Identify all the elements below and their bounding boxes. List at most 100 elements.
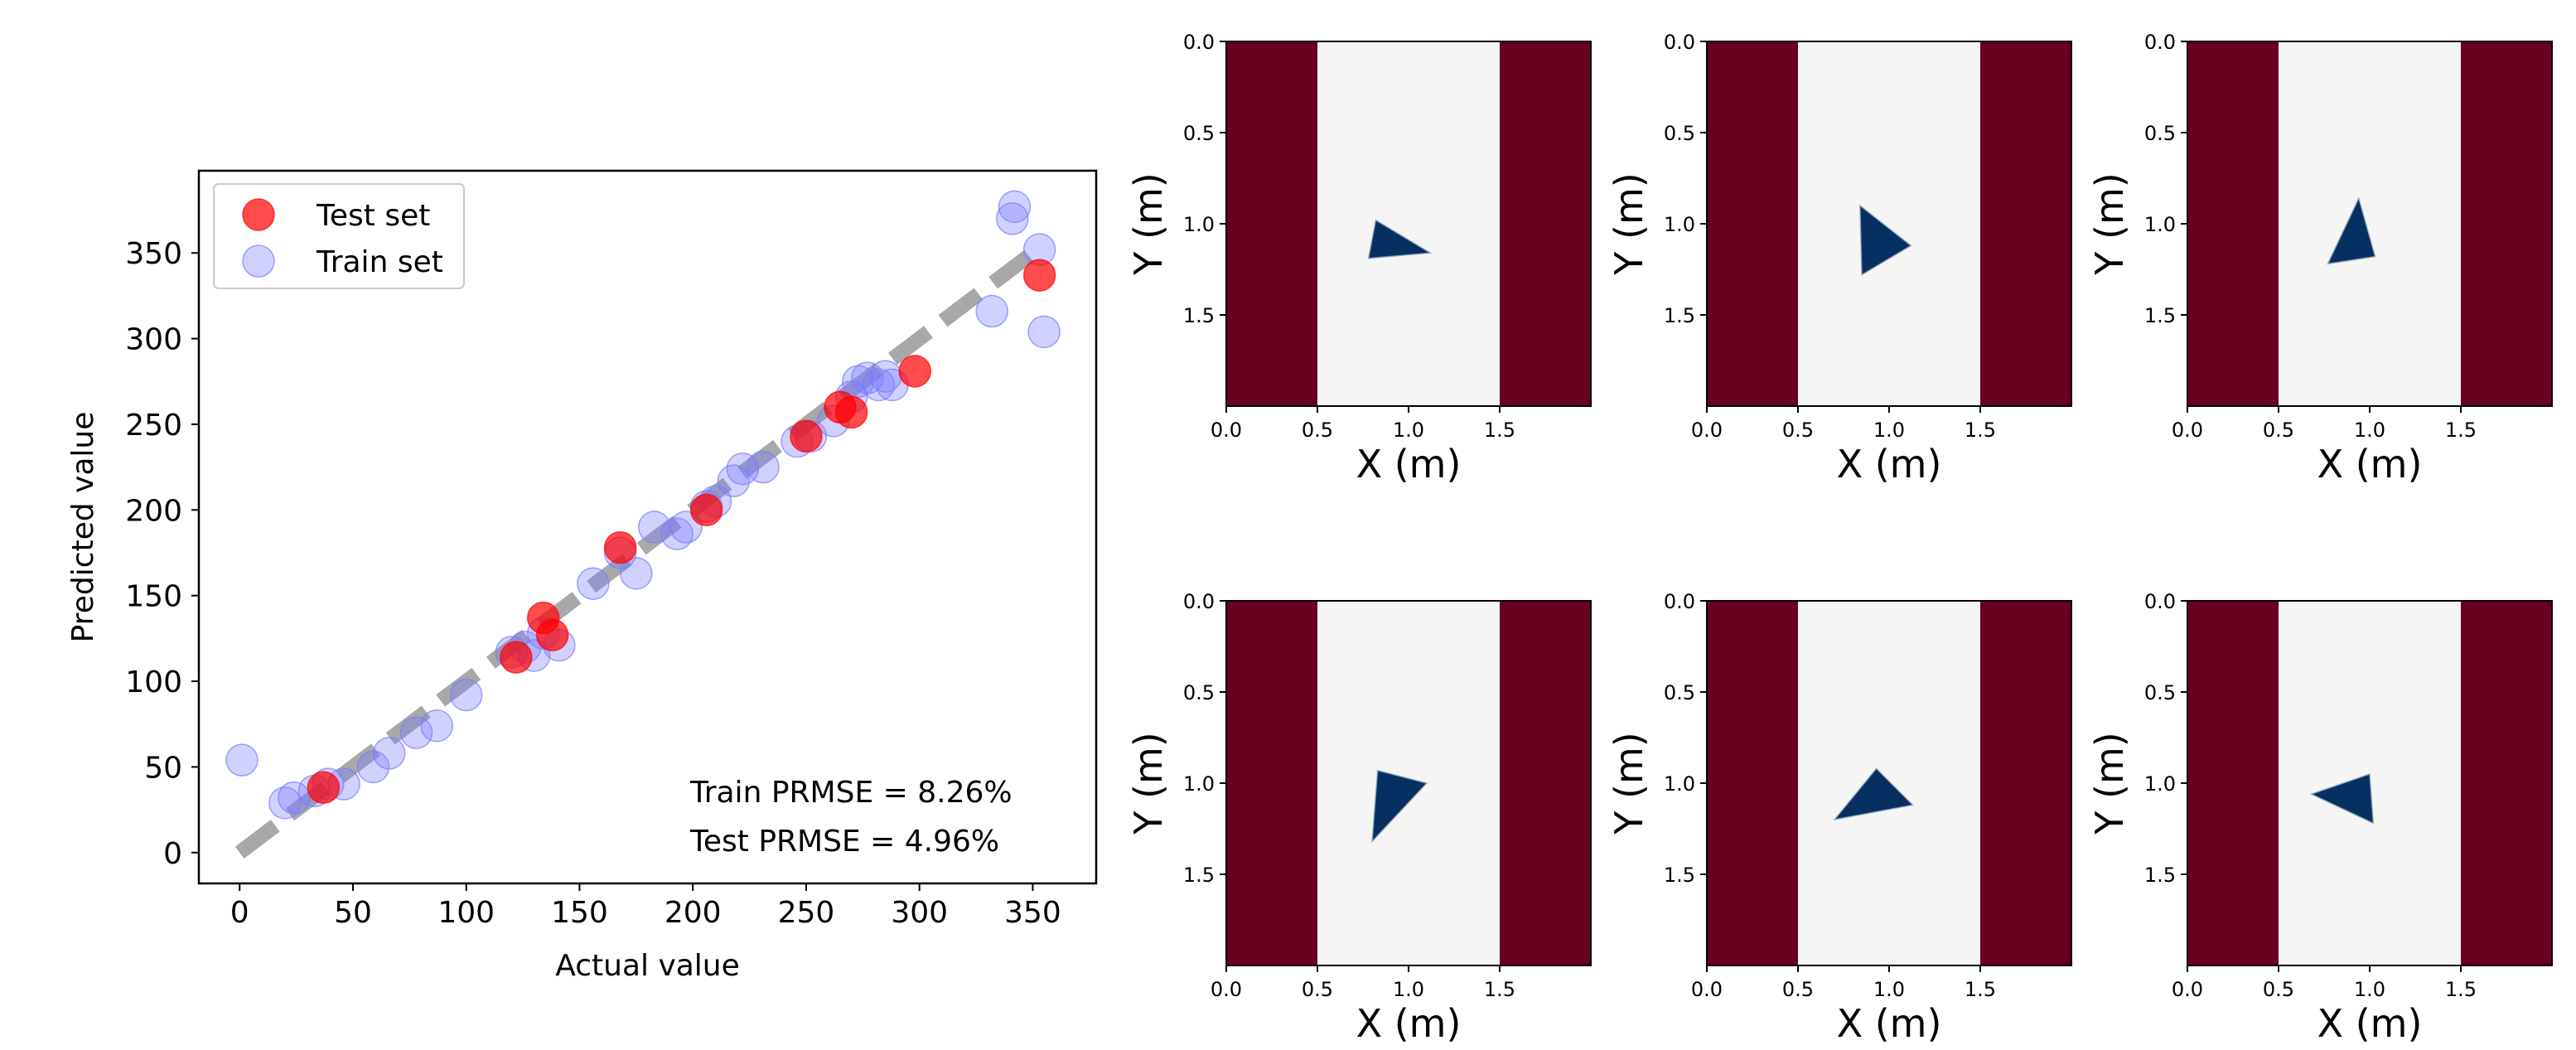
y-tick-label: 0.0 bbox=[1183, 590, 1215, 613]
x-tick-label: 300 bbox=[891, 896, 948, 930]
object-triangle bbox=[1367, 219, 1433, 259]
y-tick-label: 0.0 bbox=[1183, 31, 1215, 54]
right-wall bbox=[1980, 41, 2071, 406]
y-tick-label: 0.0 bbox=[2144, 31, 2176, 54]
train-point bbox=[996, 202, 1029, 235]
test-point bbox=[790, 419, 823, 453]
y-tick-label: 0.0 bbox=[2144, 590, 2176, 613]
legend-marker bbox=[242, 198, 275, 231]
x-tick-label: 1.5 bbox=[1965, 978, 1996, 1001]
legend: Test set Train set bbox=[213, 183, 465, 289]
x-tick-label: 0.0 bbox=[1691, 419, 1723, 442]
right-wall bbox=[1980, 601, 2071, 965]
left-wall bbox=[1226, 601, 1317, 965]
train-point bbox=[620, 557, 653, 590]
x-tick-label: 1.0 bbox=[1393, 978, 1424, 1001]
y-axis-label: Y (m) bbox=[2087, 732, 2132, 835]
train-point bbox=[1027, 315, 1061, 349]
left-wall bbox=[1226, 41, 1317, 406]
left-wall bbox=[2187, 41, 2279, 406]
scatter-frame bbox=[197, 169, 1098, 885]
y-tick-label: 0.5 bbox=[1664, 122, 1695, 145]
y-tick-label: 1.0 bbox=[2144, 772, 2176, 796]
train-point bbox=[747, 450, 780, 484]
x-axis-label: X (m) bbox=[1837, 1001, 1942, 1046]
x-tick-label: 1.0 bbox=[1393, 419, 1424, 442]
scatter-plot: 0 50 100 150 200 250 300 350 0 50 100 150 200 250 300 3… bbox=[66, 169, 1098, 983]
x-axis-label: Actual value bbox=[555, 949, 740, 983]
pose-map-3: 0.0 0.5 1.0 1.5 0.0 0.5 1.0 1.5 X (m) Y (m) bbox=[2087, 31, 2553, 486]
y-tick-label: 1.5 bbox=[1664, 864, 1695, 887]
test-prmse-annotation: Test PRMSE = 4.96% bbox=[689, 825, 999, 859]
y-tick-label: 250 bbox=[125, 409, 182, 443]
train-point bbox=[577, 567, 610, 600]
y-tick-label: 350 bbox=[125, 237, 182, 271]
y-tick-label: 100 bbox=[125, 665, 182, 699]
train-point bbox=[268, 786, 302, 820]
y-tick-label: 200 bbox=[125, 494, 182, 528]
test-point bbox=[500, 641, 533, 674]
x-tick-label: 0.0 bbox=[1691, 978, 1723, 1001]
y-tick-label: 50 bbox=[144, 751, 182, 785]
right-wall bbox=[1500, 41, 1591, 406]
train-point bbox=[449, 678, 483, 712]
y-axis-label: Y (m) bbox=[1607, 732, 1651, 835]
train-point bbox=[372, 737, 406, 770]
x-tick-label: 1.5 bbox=[1484, 419, 1515, 442]
y-tick-label: 0.5 bbox=[2144, 122, 2176, 145]
x-tick-label: 0.5 bbox=[1782, 978, 1814, 1001]
x-axis-label: X (m) bbox=[2317, 442, 2423, 486]
x-tick-label: 1.5 bbox=[2445, 978, 2477, 1001]
x-tick-label: 50 bbox=[334, 896, 372, 930]
y-tick-label: 0 bbox=[163, 837, 182, 871]
x-tick-label: 0.0 bbox=[2172, 419, 2203, 442]
x-tick-label: 0.5 bbox=[2263, 978, 2294, 1001]
y-axis-label: Y (m) bbox=[1607, 172, 1651, 275]
x-tick-label: 0.0 bbox=[1211, 419, 1242, 442]
train-prmse-annotation: Train PRMSE = 8.26% bbox=[689, 776, 1013, 810]
y-tick-label: 0.5 bbox=[1664, 681, 1695, 704]
identity-line bbox=[234, 247, 1037, 859]
pose-map-2: 0.0 0.5 1.0 1.5 0.0 0.5 1.0 1.5 X (m) Y (m) bbox=[1607, 31, 2072, 486]
y-tick-label: 1.0 bbox=[1664, 772, 1695, 796]
x-tick-label: 0.0 bbox=[2172, 978, 2203, 1001]
y-tick-label: 0.5 bbox=[1183, 681, 1215, 704]
train-point bbox=[420, 709, 453, 743]
y-axis-label: Y (m) bbox=[1126, 732, 1171, 835]
left-wall bbox=[1707, 601, 1798, 965]
y-tick-label: 0.0 bbox=[1664, 31, 1695, 54]
x-tick-label: 0.5 bbox=[2263, 419, 2294, 442]
x-tick-label: 1.0 bbox=[1873, 419, 1905, 442]
pose-map-1: 0.0 0.5 1.0 1.5 0.0 0.5 1.0 1.5 X (m) Y (m) bbox=[1126, 31, 1592, 486]
x-tick-label: 1.5 bbox=[1965, 419, 1996, 442]
x-tick-label: 0.5 bbox=[1302, 978, 1333, 1001]
y-tick-label: 1.0 bbox=[1183, 772, 1215, 796]
x-tick-label: 100 bbox=[437, 896, 495, 930]
test-point bbox=[898, 355, 931, 388]
x-tick-label: 250 bbox=[778, 896, 835, 930]
train-point bbox=[225, 743, 259, 777]
train-point bbox=[278, 781, 311, 815]
x-axis-label: X (m) bbox=[1356, 442, 1462, 486]
train-point bbox=[717, 464, 751, 497]
x-tick-label: 1.5 bbox=[1484, 978, 1515, 1001]
x-tick-label: 0.5 bbox=[1302, 419, 1333, 442]
pose-map-5: 0.0 0.5 1.0 1.5 0.0 0.5 1.0 1.5 X (m) Y (m) bbox=[1607, 590, 2072, 1046]
y-tick-label: 1.5 bbox=[1183, 304, 1215, 327]
x-tick-label: 0.5 bbox=[1782, 419, 1814, 442]
right-wall bbox=[2461, 601, 2552, 965]
train-point bbox=[399, 716, 433, 749]
y-axis-label: Y (m) bbox=[1126, 172, 1171, 275]
y-tick-label: 1.0 bbox=[1183, 213, 1215, 236]
y-tick-label: 1.5 bbox=[2144, 304, 2176, 327]
train-point bbox=[998, 190, 1032, 224]
object-triangle bbox=[1833, 767, 1915, 821]
test-point bbox=[689, 493, 723, 527]
pose-map-4: 0.0 0.5 1.0 1.5 0.0 0.5 1.0 1.5 X (m) Y (m) bbox=[1126, 590, 1592, 1046]
right-wall bbox=[1500, 601, 1591, 965]
x-tick-label: 0 bbox=[230, 896, 249, 930]
y-tick-label: 0.0 bbox=[1664, 590, 1695, 613]
x-tick-label: 150 bbox=[551, 896, 608, 930]
train-point bbox=[851, 361, 884, 394]
